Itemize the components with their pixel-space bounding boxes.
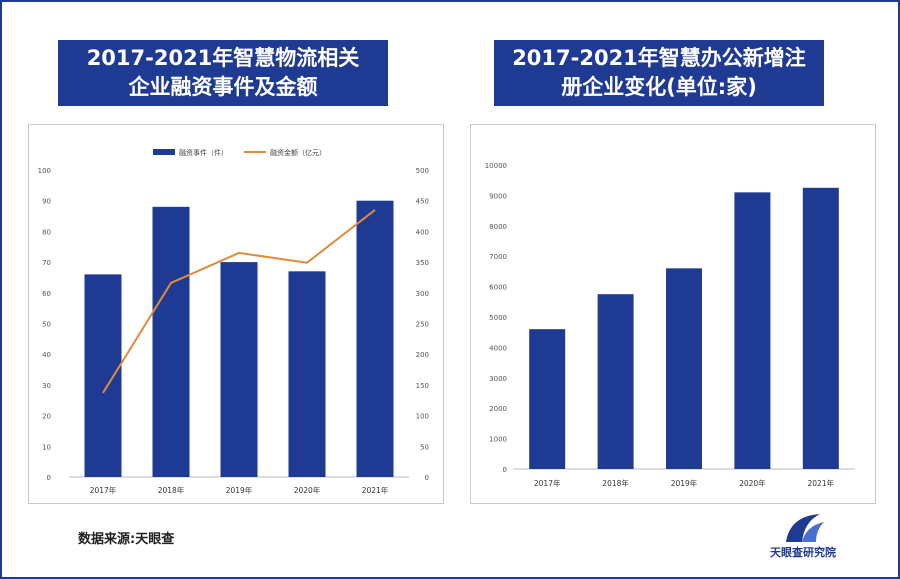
- y-tick-label: 20: [42, 413, 51, 421]
- tianyancha-logo: 天眼查研究院: [758, 508, 848, 564]
- bar-new-registrations: [802, 187, 839, 470]
- y2-tick-label: 100: [416, 413, 429, 421]
- bar-financing-events: [152, 206, 190, 477]
- x-tick-label: 2020年: [739, 478, 766, 488]
- registration-chart: 0 1000 2000 3000 4000 5000 6000 7000 8000 9000 100…: [485, 162, 855, 488]
- y2-tick-label: 300: [416, 290, 429, 298]
- bar-new-registrations: [734, 192, 771, 470]
- y2-tick-label: 450: [416, 198, 429, 206]
- x-tick-label: 2019年: [226, 485, 253, 495]
- y-tick-label: 6000: [489, 284, 507, 292]
- x-tick-label: 2017年: [534, 478, 561, 488]
- logo-text: 天眼查研究院: [770, 546, 836, 559]
- line-financing-amount: [102, 209, 376, 394]
- left-chart-panel: 0 10 20 30 40 50 60 70 80 90 100 0 50 100 150 200 250 300…: [28, 124, 444, 504]
- x-tick-label: 2017年: [90, 485, 117, 495]
- y-tick-label: 9000: [489, 192, 507, 200]
- y-tick-label: 100: [38, 167, 51, 175]
- bar-financing-events: [84, 274, 122, 477]
- bar-financing-events: [288, 271, 326, 477]
- x-tick-label: 2018年: [602, 478, 629, 488]
- y2-tick-label: 350: [416, 259, 429, 267]
- y2-tick-label: 400: [416, 228, 429, 236]
- y2-tick-label: 250: [416, 321, 429, 329]
- legend-swatch-bar: [153, 149, 175, 155]
- financing-chart: 0 10 20 30 40 50 60 70 80 90 100 0 50 100 150 200 250 300…: [38, 148, 429, 495]
- x-tick-label: 2021年: [362, 485, 389, 495]
- data-source: 数据来源:天眼查: [78, 532, 175, 547]
- legend-label-bar: 融资事件（件）: [179, 148, 228, 157]
- y-tick-label: 60: [42, 290, 51, 298]
- tianyancha-logo-icon: [786, 514, 824, 542]
- y-tick-label: 2000: [489, 405, 507, 413]
- bar-financing-events: [220, 262, 258, 477]
- left-title-line-1: 2017-2021年智慧物流相关: [86, 46, 360, 70]
- bar-new-registrations: [597, 294, 634, 469]
- y-tick-label: 0: [503, 466, 507, 474]
- bar-financing-events: [356, 200, 394, 477]
- left-chart-title: 2017-2021年智慧物流相关 企业融资事件及金额: [58, 40, 388, 106]
- y-tick-label: 7000: [489, 253, 507, 261]
- right-chart-title: 2017-2021年智慧办公新增注 册企业变化(单位:家): [494, 40, 824, 106]
- right-title-line-2: 册企业变化(单位:家): [561, 75, 757, 99]
- right-chart-panel: 0 1000 2000 3000 4000 5000 6000 7000 8000 9000 100…: [470, 124, 876, 504]
- legend-label-line: 融资金额（亿元）: [270, 148, 326, 157]
- y2-tick-label: 50: [420, 443, 429, 451]
- x-tick-label: 2020年: [294, 485, 321, 495]
- y-tick-label: 4000: [489, 344, 507, 352]
- x-tick-label: 2021年: [808, 478, 835, 488]
- bar-new-registrations: [666, 268, 702, 469]
- y-tick-label: 50: [42, 321, 51, 329]
- left-title-line-2: 企业融资事件及金额: [128, 75, 318, 99]
- y-tick-label: 80: [42, 228, 51, 236]
- y-tick-label: 90: [42, 198, 51, 206]
- x-tick-label: 2019年: [671, 478, 698, 488]
- y2-tick-label: 200: [416, 351, 429, 359]
- y-tick-label: 30: [42, 382, 51, 390]
- y-tick-label: 10000: [485, 162, 507, 170]
- y-tick-label: 5000: [489, 314, 507, 322]
- y-tick-label: 10: [42, 443, 51, 451]
- bar-new-registrations: [529, 329, 566, 469]
- y-tick-label: 70: [42, 259, 51, 267]
- y-tick-label: 0: [47, 474, 51, 482]
- y-tick-label: 3000: [489, 375, 507, 383]
- x-tick-label: 2018年: [158, 485, 185, 495]
- y-tick-label: 40: [42, 351, 51, 359]
- right-title-line-1: 2017-2021年智慧办公新增注: [512, 46, 806, 70]
- y-tick-label: 8000: [489, 223, 507, 231]
- y2-tick-label: 0: [425, 474, 429, 482]
- y2-tick-label: 500: [416, 167, 429, 175]
- y-tick-label: 1000: [489, 436, 507, 444]
- y2-tick-label: 150: [416, 382, 429, 390]
